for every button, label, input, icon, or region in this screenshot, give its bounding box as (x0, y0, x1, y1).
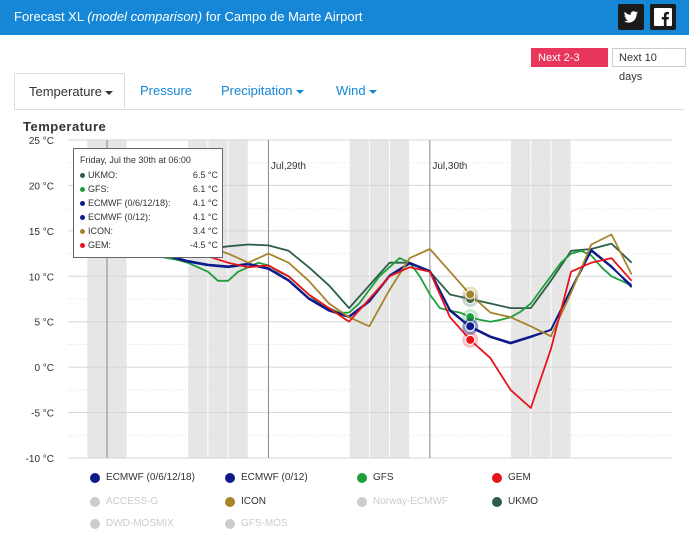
x-tick-label: Jul,30th (432, 161, 467, 172)
hover-marker-icon (465, 289, 476, 300)
chart-tabs: Temperature Pressure Precipitation Wind (14, 73, 684, 110)
legend-dot (225, 497, 235, 507)
tooltip-name: ICON: (88, 226, 114, 236)
tooltip-value: 6.1 °C (192, 184, 218, 194)
hover-marker-gem (465, 334, 476, 345)
x-tick-label: Jul,29th (271, 161, 306, 172)
tab-precipitation[interactable]: Precipitation (221, 73, 304, 109)
tab-precipitation-label: Precipitation (221, 83, 293, 98)
range-button-next-2-3-days[interactable]: Next 2-3 days (531, 48, 608, 83)
tooltip-dot-gem (80, 243, 85, 248)
tooltip-name: UKMO: (88, 170, 118, 180)
legend-label: Norway-ECMWF (373, 496, 448, 507)
tooltip-name: ECMWF (0/6/12/18): (88, 198, 171, 208)
legend-dot (357, 497, 367, 507)
tooltip-name: GEM: (88, 240, 112, 250)
legend-label: ACCESS-G (106, 496, 159, 507)
tooltip-dot-icon (80, 229, 85, 234)
legend-dot (225, 473, 235, 483)
range-button-next-10-days[interactable]: Next 10 days (612, 48, 686, 83)
y-tick-label: 0 °C (34, 363, 54, 374)
tooltip-row: UKMO: 6.5 °C (80, 170, 218, 182)
y-tick-label: -10 °C (26, 454, 54, 465)
legend-label: GFS-MOS (241, 518, 288, 529)
night-band (510, 140, 572, 458)
tooltip-name: ECMWF (0/12): (88, 212, 151, 222)
tooltip-name: GFS: (88, 184, 110, 194)
legend-label: UKMO (508, 496, 538, 507)
legend-label: ICON (241, 496, 266, 507)
header-title-main: Forecast XL (14, 9, 84, 24)
legend-dot (90, 519, 100, 529)
tooltip-dot-gfs (80, 187, 85, 192)
chart-title: Temperature (23, 119, 107, 134)
legend-label: GFS (373, 472, 394, 483)
caret-down-icon (368, 89, 377, 94)
legend-label: GEM (508, 472, 531, 483)
legend-dot (225, 519, 235, 529)
y-tick-label: -5 °C (31, 409, 54, 420)
legend-label: ECMWF (0/6/12/18) (106, 472, 195, 483)
header-location: for Campo de Marte Airport (205, 9, 363, 24)
tooltip-row: GEM: -4.5 °C (80, 240, 218, 252)
tab-pressure-label: Pressure (140, 83, 193, 98)
legend-dot (492, 473, 502, 483)
chart-tooltip: Friday, Jul the 30th at 06:00 UKMO: 6.5 … (73, 148, 223, 258)
tooltip-dot-ukmo (80, 173, 85, 178)
tooltip-row: ECMWF (0/12): 4.1 °C (80, 212, 218, 224)
legend-label: DWD-MOSMIX (106, 518, 174, 529)
tooltip-title: Friday, Jul the 30th at 06:00 (80, 155, 191, 165)
legend-dot (90, 473, 100, 483)
facebook-icon[interactable] (650, 4, 676, 30)
y-tick-label: 15 °C (29, 227, 54, 238)
series-line-gfs (106, 230, 632, 323)
header-bar: Forecast XL (model comparison) for Campo… (0, 0, 689, 35)
tooltip-value: -4.5 °C (189, 240, 218, 250)
twitter-icon[interactable] (618, 4, 644, 30)
tab-wind-label: Wind (336, 83, 366, 98)
y-tick-label: 20 °C (29, 181, 54, 192)
tab-pressure[interactable]: Pressure (140, 73, 192, 109)
tooltip-value: 4.1 °C (192, 198, 218, 208)
tooltip-value: 4.1 °C (192, 212, 218, 222)
tooltip-dot-ecmwf-0-6-12-18 (80, 201, 85, 206)
y-tick-label: 25 °C (29, 136, 54, 147)
tooltip-row: ICON: 3.4 °C (80, 226, 218, 238)
y-tick-label: 5 °C (34, 318, 54, 329)
hover-marker-ecmwf-0-12- (465, 321, 476, 332)
legend-dot (357, 473, 367, 483)
legend-dot (90, 497, 100, 507)
caret-down-icon (104, 90, 113, 95)
caret-down-icon (295, 89, 304, 94)
tab-wind[interactable]: Wind (336, 73, 377, 109)
header-title: Forecast XL (model comparison) for Campo… (14, 9, 363, 24)
tooltip-row: GFS: 6.1 °C (80, 184, 218, 196)
y-tick-label: 10 °C (29, 272, 54, 283)
header-subtitle: (model comparison) (87, 9, 203, 24)
tab-temperature-label: Temperature (29, 84, 102, 99)
tooltip-value: 6.5 °C (192, 170, 218, 180)
tooltip-dot-ecmwf-0-12 (80, 215, 85, 220)
legend-dot (492, 497, 502, 507)
tab-temperature[interactable]: Temperature (14, 73, 125, 109)
tooltip-value: 3.4 °C (192, 226, 218, 236)
legend-label: ECMWF (0/12) (241, 472, 308, 483)
tooltip-row: ECMWF (0/6/12/18): 4.1 °C (80, 198, 218, 210)
